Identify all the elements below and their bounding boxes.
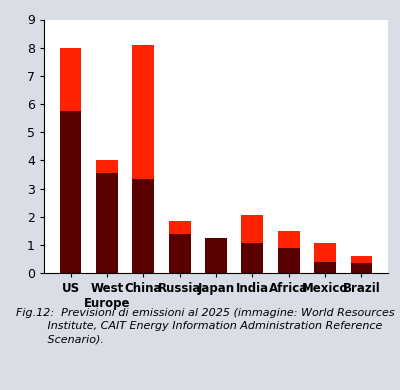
Bar — [278, 231, 300, 248]
Bar — [278, 248, 300, 273]
Bar — [314, 243, 336, 262]
Bar — [242, 243, 263, 273]
Bar — [60, 48, 82, 111]
Bar — [60, 111, 82, 273]
Bar — [96, 160, 118, 173]
Bar — [132, 45, 154, 179]
Bar — [96, 173, 118, 273]
Bar — [132, 179, 154, 273]
Bar — [350, 256, 372, 263]
Text: Fig.12:  Previsioni di emissioni al 2025 (immagine: World Resources
         Ins: Fig.12: Previsioni di emissioni al 2025 … — [16, 308, 395, 344]
Bar — [205, 238, 227, 273]
Bar — [314, 262, 336, 273]
Bar — [169, 234, 190, 273]
Bar — [169, 221, 190, 234]
Bar — [350, 263, 372, 273]
Bar — [242, 215, 263, 243]
